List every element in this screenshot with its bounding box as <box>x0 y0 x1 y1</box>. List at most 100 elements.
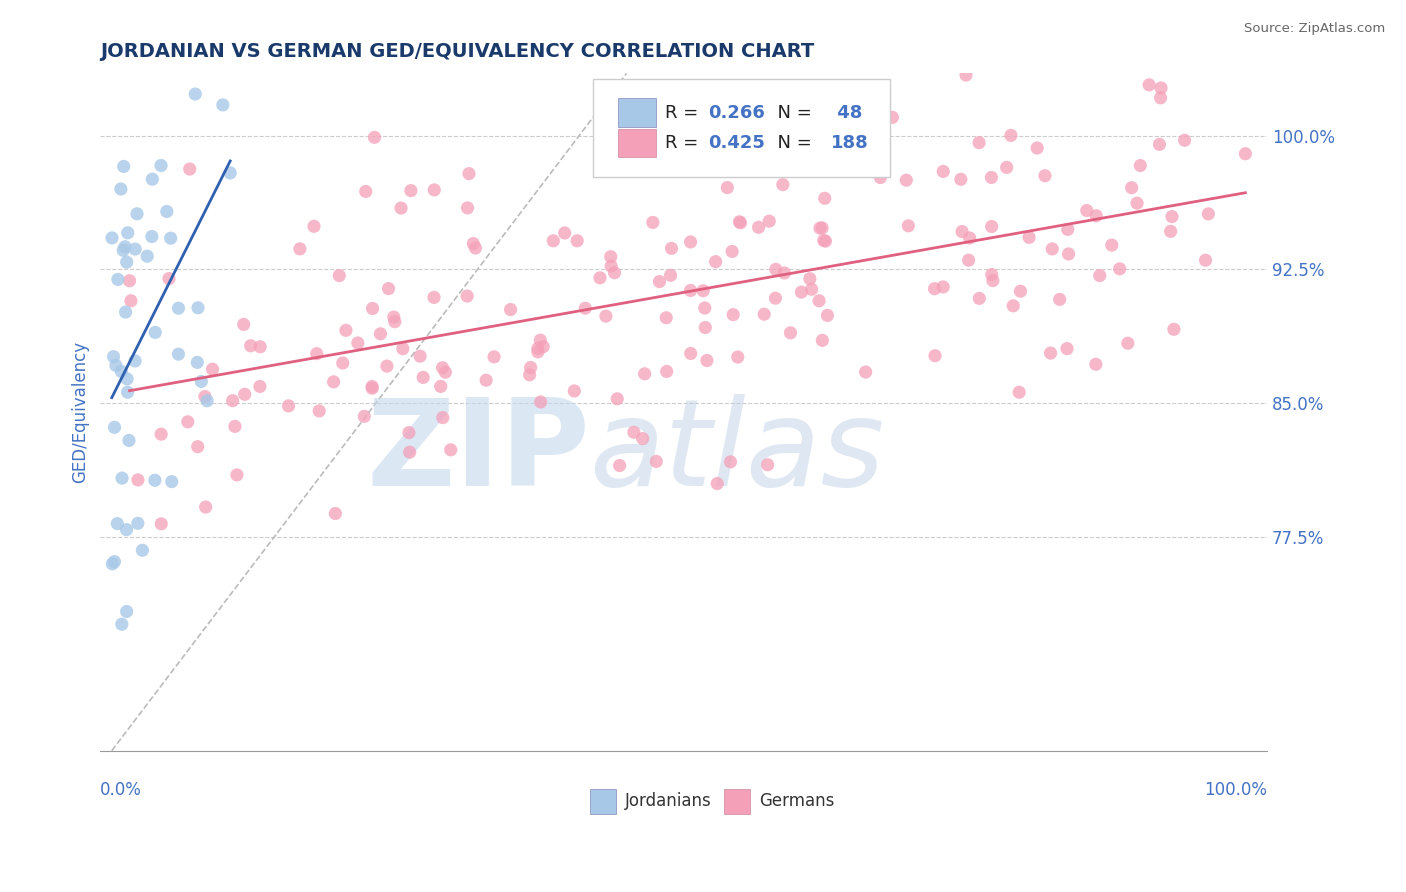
Point <box>811 334 834 348</box>
Point <box>398 445 420 459</box>
Point <box>648 275 671 289</box>
Point <box>1088 268 1111 283</box>
FancyBboxPatch shape <box>724 789 751 814</box>
Point <box>124 242 146 256</box>
Point <box>187 440 209 454</box>
Point <box>1056 342 1078 356</box>
Point <box>589 270 612 285</box>
Point <box>527 344 550 359</box>
Point <box>432 360 454 375</box>
Point <box>382 310 405 324</box>
Text: Source: ZipAtlas.com: Source: ZipAtlas.com <box>1244 22 1385 36</box>
Point <box>957 253 980 268</box>
Point <box>631 432 654 446</box>
Point <box>1040 242 1063 256</box>
Point <box>111 617 134 632</box>
Point <box>103 350 125 364</box>
Point <box>808 221 831 235</box>
Point <box>659 268 682 283</box>
Point <box>595 309 617 323</box>
Point <box>219 166 242 180</box>
Point <box>706 476 728 491</box>
Point <box>1197 207 1219 221</box>
Point <box>980 170 1002 185</box>
Point <box>1049 293 1071 307</box>
Point <box>110 364 132 378</box>
Point <box>1076 203 1098 218</box>
Point <box>111 471 134 485</box>
Point <box>354 185 377 199</box>
Point <box>127 516 149 531</box>
Point <box>221 393 243 408</box>
Point <box>772 178 794 192</box>
Point <box>115 372 138 386</box>
Point <box>704 254 727 268</box>
Point <box>519 360 541 375</box>
Text: Germans: Germans <box>759 792 835 811</box>
Point <box>353 409 375 424</box>
Point <box>799 271 821 285</box>
Text: R =: R = <box>665 134 704 153</box>
Point <box>118 434 141 448</box>
Point <box>967 136 990 150</box>
Point <box>955 68 977 82</box>
Point <box>562 384 585 398</box>
Point <box>709 131 731 145</box>
Point <box>790 285 813 299</box>
Point <box>932 280 955 294</box>
Point <box>423 290 446 304</box>
Point <box>117 385 139 400</box>
Point <box>249 340 271 354</box>
Point <box>814 234 837 248</box>
Point <box>530 395 553 409</box>
Point <box>765 291 787 305</box>
FancyBboxPatch shape <box>619 98 655 127</box>
Point <box>519 368 541 382</box>
Point <box>136 249 159 263</box>
Point <box>458 167 481 181</box>
Point <box>159 231 181 245</box>
Point <box>897 219 920 233</box>
Point <box>1039 346 1062 360</box>
Point <box>325 507 347 521</box>
Text: 100.0%: 100.0% <box>1204 781 1267 799</box>
Point <box>308 404 330 418</box>
Point <box>623 425 645 440</box>
Point <box>110 182 132 196</box>
Point <box>141 172 163 186</box>
Point <box>499 302 522 317</box>
Point <box>716 180 738 194</box>
Point <box>1018 230 1040 244</box>
Point <box>1002 299 1025 313</box>
Point <box>224 419 246 434</box>
Point <box>361 301 384 316</box>
Point <box>679 346 702 360</box>
Point <box>1116 336 1139 351</box>
Y-axis label: GED/Equivalency: GED/Equivalency <box>72 341 89 483</box>
Point <box>101 231 124 245</box>
Point <box>456 289 478 303</box>
Point <box>661 241 683 255</box>
Point <box>949 172 972 186</box>
Point <box>1149 91 1171 105</box>
Point <box>156 204 179 219</box>
Point <box>692 284 714 298</box>
Point <box>156 37 179 51</box>
Point <box>754 307 776 321</box>
Point <box>1215 17 1237 31</box>
Point <box>103 420 125 434</box>
Point <box>696 353 718 368</box>
Point <box>346 336 368 351</box>
Point <box>995 161 1018 175</box>
Point <box>645 454 668 468</box>
Point <box>115 523 138 537</box>
FancyBboxPatch shape <box>591 789 616 814</box>
Point <box>813 234 835 248</box>
Point <box>592 104 614 119</box>
Text: 188: 188 <box>831 134 869 153</box>
Text: 48: 48 <box>831 103 862 121</box>
Point <box>641 215 664 229</box>
Point <box>107 272 129 286</box>
Point <box>567 234 589 248</box>
Point <box>959 231 981 245</box>
